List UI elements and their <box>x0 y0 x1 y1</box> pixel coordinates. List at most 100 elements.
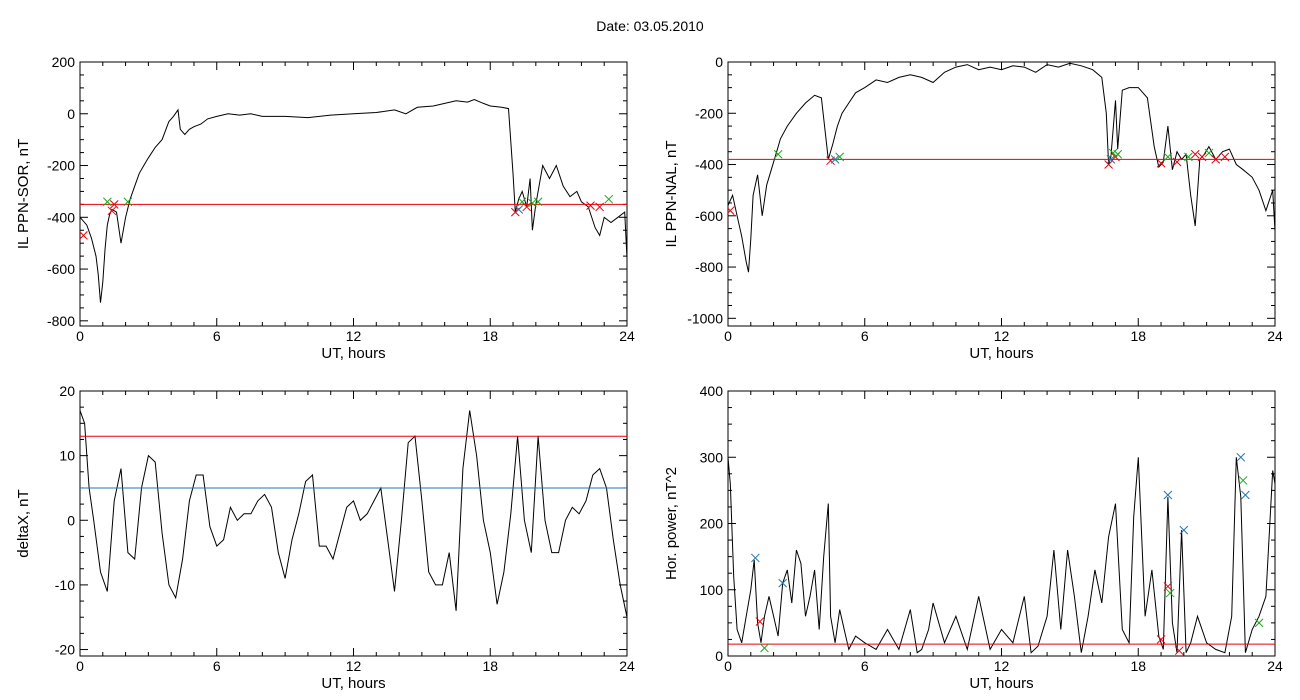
x-marker-stroke <box>80 231 88 240</box>
y-axis-label: IL PPN-NAL, nT <box>663 141 680 248</box>
x-marker <box>123 197 133 207</box>
x-tick-label: 0 <box>76 328 84 344</box>
x-marker <box>750 553 760 563</box>
x-tick-label: 18 <box>482 658 498 674</box>
y-tick-label: 200 <box>700 516 724 532</box>
x-marker <box>835 152 845 162</box>
x-marker-stroke <box>1104 160 1113 169</box>
x-marker-stroke <box>773 149 783 159</box>
y-tick-label: -600 <box>47 261 75 277</box>
page-title: Date: 03.05.2010 <box>596 18 704 34</box>
x-tick-label: 6 <box>861 328 869 344</box>
panel-hor-power: 0 6 12 18 24 0 100 200 300 400 UT, hours Hor. power… <box>663 383 1283 692</box>
x-marker-stroke <box>1204 148 1214 158</box>
x-marker-stroke <box>1190 149 1200 159</box>
x-marker-stroke <box>102 197 112 207</box>
plot-frame <box>727 390 1276 657</box>
x-marker <box>1236 452 1246 462</box>
x-marker-stroke <box>1108 148 1118 158</box>
x-tick-label: 12 <box>994 658 1010 674</box>
data-layer <box>80 410 627 618</box>
x-marker-stroke <box>1165 588 1175 598</box>
x-marker-stroke <box>1179 525 1189 535</box>
x-tick-label: 18 <box>1130 658 1146 674</box>
x-marker-stroke <box>1106 155 1116 164</box>
x-marker-stroke <box>830 155 840 164</box>
x-tick-label: 18 <box>1130 328 1146 344</box>
x-marker <box>1163 582 1173 591</box>
x-marker-stroke <box>1211 155 1221 164</box>
x-tick-label: 18 <box>482 328 498 344</box>
x-marker <box>522 202 532 212</box>
x-tick-label: 0 <box>724 658 732 674</box>
x-marker-stroke <box>755 617 765 626</box>
x-marker-stroke <box>1156 635 1166 644</box>
y-tick-label: 0 <box>67 512 75 528</box>
x-marker-stroke <box>1163 582 1173 591</box>
panel-il-ppn-sor: 0 6 12 18 24 -800 -600 -400 -200 0 200 UT, hours IL … <box>15 54 635 362</box>
x-tick-label: 6 <box>213 658 221 674</box>
x-marker-stroke <box>1172 157 1182 167</box>
x-axis-label: UT, hours <box>321 345 385 362</box>
data-layer <box>728 62 1275 273</box>
x-marker <box>1163 490 1173 500</box>
x-marker <box>1241 490 1250 500</box>
x-marker <box>1163 152 1173 162</box>
y-tick-label: -800 <box>695 259 723 275</box>
x-marker-stroke <box>760 643 769 653</box>
y-axis-label: deltaX, nT <box>15 489 32 557</box>
x-marker-stroke <box>778 578 788 588</box>
x-marker <box>1156 635 1166 644</box>
y-tick-label: -10 <box>55 577 75 593</box>
x-marker <box>586 201 595 211</box>
y-tick-label: -200 <box>695 105 723 121</box>
series-line <box>728 62 1275 273</box>
x-marker <box>1184 152 1193 162</box>
y-tick-label: 0 <box>715 648 723 664</box>
x-tick-label: 24 <box>1267 658 1283 674</box>
x-marker <box>604 194 614 204</box>
x-marker <box>102 197 112 207</box>
x-marker-stroke <box>586 201 595 211</box>
panel-il-ppn-nal: 0 6 12 18 24 -1000 -800 -600 -400 -200 0 UT, hours I… <box>663 54 1283 362</box>
x-marker <box>1238 476 1248 485</box>
y-tick-label: -400 <box>47 209 75 225</box>
plot-frame <box>79 390 628 657</box>
panel-delta-x: 0 6 12 18 24 -20 -10 0 10 20 UT, hours deltaX, nT <box>15 383 635 692</box>
x-marker <box>80 231 88 240</box>
x-marker-stroke <box>604 194 614 204</box>
x-marker-stroke <box>728 206 735 214</box>
x-marker <box>1220 152 1230 162</box>
x-marker-stroke <box>123 197 133 207</box>
x-axis-label: UT, hours <box>969 675 1033 692</box>
series-line <box>80 98 627 303</box>
x-axis-label: UT, hours <box>321 675 385 692</box>
y-tick-label: 100 <box>700 582 724 598</box>
x-marker-stroke <box>1163 490 1173 500</box>
y-tick-label: -20 <box>55 642 75 658</box>
x-marker-stroke <box>835 152 845 162</box>
x-marker <box>1197 152 1207 162</box>
data-layer <box>80 98 627 303</box>
plot-frame <box>79 61 628 327</box>
x-marker <box>1172 157 1182 167</box>
x-marker-stroke <box>514 205 524 214</box>
x-marker-stroke <box>109 199 119 209</box>
y-tick-label: 20 <box>59 383 75 399</box>
x-marker <box>1211 155 1221 164</box>
x-marker-stroke <box>750 553 760 563</box>
x-marker <box>1104 160 1113 169</box>
x-marker-stroke <box>1254 618 1264 628</box>
x-marker <box>1254 618 1264 628</box>
x-marker <box>514 205 524 214</box>
y-tick-label: 0 <box>715 54 723 70</box>
x-marker <box>830 155 840 164</box>
x-marker <box>1190 149 1200 159</box>
y-axis-label: IL PPN-SOR, nT <box>15 139 32 249</box>
y-tick-label: -400 <box>695 157 723 173</box>
x-marker <box>533 197 543 207</box>
x-tick-label: 6 <box>861 658 869 674</box>
x-marker <box>109 199 119 209</box>
y-tick-label: 0 <box>67 106 75 122</box>
x-tick-label: 24 <box>619 658 635 674</box>
